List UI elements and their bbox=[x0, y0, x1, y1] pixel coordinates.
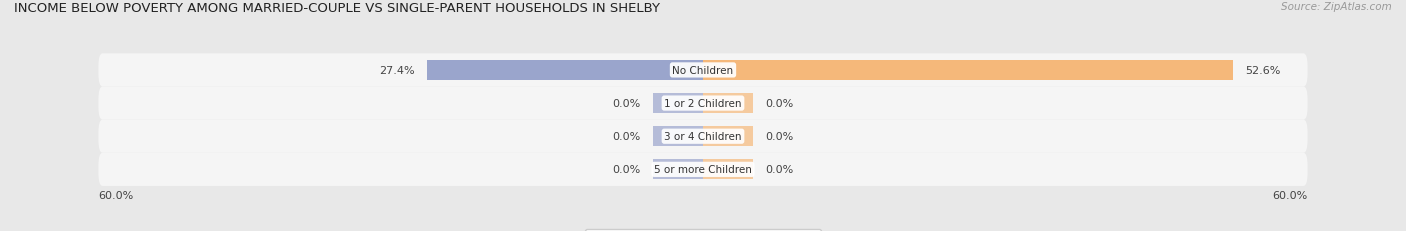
Text: 0.0%: 0.0% bbox=[612, 165, 641, 175]
Text: 0.0%: 0.0% bbox=[765, 99, 794, 109]
Bar bbox=[652, 94, 703, 113]
Bar bbox=[703, 160, 754, 179]
Text: 3 or 4 Children: 3 or 4 Children bbox=[664, 132, 742, 142]
Bar bbox=[652, 127, 703, 146]
FancyBboxPatch shape bbox=[98, 87, 1308, 120]
FancyBboxPatch shape bbox=[98, 54, 1308, 87]
Text: 60.0%: 60.0% bbox=[98, 190, 134, 200]
Text: 27.4%: 27.4% bbox=[380, 66, 415, 76]
Text: 0.0%: 0.0% bbox=[765, 132, 794, 142]
Text: 0.0%: 0.0% bbox=[612, 99, 641, 109]
Text: 0.0%: 0.0% bbox=[612, 132, 641, 142]
Bar bbox=[703, 127, 754, 146]
Bar bbox=[703, 94, 754, 113]
Bar bbox=[652, 160, 703, 179]
FancyBboxPatch shape bbox=[98, 120, 1308, 153]
Text: 5 or more Children: 5 or more Children bbox=[654, 165, 752, 175]
Text: No Children: No Children bbox=[672, 66, 734, 76]
Text: Source: ZipAtlas.com: Source: ZipAtlas.com bbox=[1281, 2, 1392, 12]
Text: 52.6%: 52.6% bbox=[1246, 66, 1281, 76]
Legend: Married Couples, Single Parents: Married Couples, Single Parents bbox=[585, 229, 821, 231]
Bar bbox=[427, 61, 703, 81]
Bar bbox=[703, 61, 1233, 81]
Text: INCOME BELOW POVERTY AMONG MARRIED-COUPLE VS SINGLE-PARENT HOUSEHOLDS IN SHELBY: INCOME BELOW POVERTY AMONG MARRIED-COUPL… bbox=[14, 2, 659, 15]
Text: 60.0%: 60.0% bbox=[1272, 190, 1308, 200]
Text: 1 or 2 Children: 1 or 2 Children bbox=[664, 99, 742, 109]
FancyBboxPatch shape bbox=[98, 153, 1308, 186]
Text: 0.0%: 0.0% bbox=[765, 165, 794, 175]
